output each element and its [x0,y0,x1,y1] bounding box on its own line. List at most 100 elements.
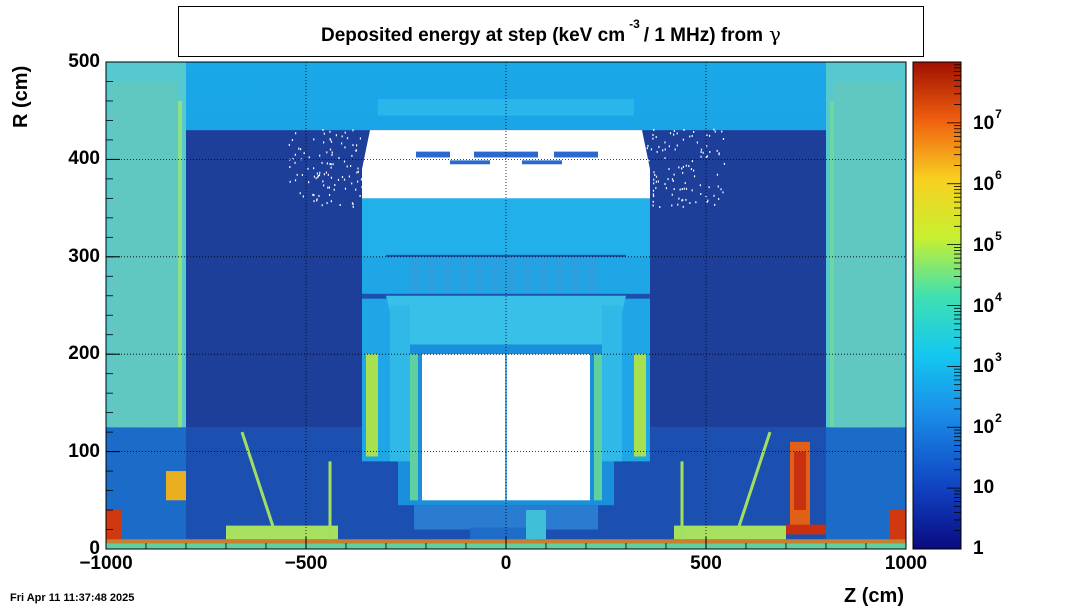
speckle [700,148,703,151]
speckle [330,176,333,179]
hotspot-right-base [786,524,826,535]
speckle [708,134,711,137]
speckle [706,134,708,137]
speckle [659,206,661,209]
speckle [319,171,321,174]
speckle [344,146,346,149]
speckle [671,204,673,207]
speckle [341,142,343,145]
speckle [655,136,657,139]
region-inner-left [390,305,410,462]
speckle [716,149,718,152]
speckle [664,183,666,186]
speckle [355,188,357,191]
speckle [681,167,683,170]
speckle [322,180,324,183]
speckle [318,174,321,177]
speckle [316,199,318,202]
y-tick-label: 400 [68,148,100,170]
speckle [653,178,655,181]
speckle [356,171,358,174]
calo-cell [474,256,486,296]
speckle [681,199,683,202]
calo-cell [538,256,550,296]
speckle [689,135,691,138]
speckle [344,187,347,190]
speckle [316,198,318,201]
speckle [654,174,656,176]
speckle [315,177,317,180]
speckle [292,157,294,160]
speckle [355,149,357,152]
speckle [351,202,354,205]
bar-top-1 [416,151,450,158]
speckle [313,200,315,203]
speckle [332,163,334,166]
x-tick-label: 1000 [884,553,928,574]
speckle [682,205,684,208]
speckle [308,156,310,159]
speckle [688,165,690,168]
speckle [319,154,321,157]
speckle [341,135,343,138]
speckle [691,134,693,137]
speckle [700,155,702,158]
speckle [648,175,651,178]
speckle [352,144,354,147]
speckle [299,148,302,151]
speckle [295,132,297,135]
title-particle: γ [769,22,781,46]
speckle [652,195,655,198]
plot-frame [105,61,907,550]
speckle [313,138,315,141]
speckle [646,171,648,173]
speckle [323,141,325,144]
speckle [671,178,674,181]
speckle [365,168,368,171]
speckle [349,165,352,167]
speckle [655,180,657,183]
speckle [705,156,707,159]
speckle [289,180,291,183]
x-axis-title: Z (cm) [844,585,904,607]
hotspot-left-corner [106,510,122,540]
speckle [655,187,657,190]
speckle [313,194,315,197]
speckle [357,167,359,170]
calo-cell [570,256,582,296]
speckle [714,203,716,206]
speckle [325,171,328,174]
speckle [331,153,333,156]
speckle [676,132,678,135]
speckle [294,179,297,182]
speckle [652,204,654,207]
speckle [346,137,349,140]
speckle [716,173,719,176]
speckle [330,140,333,143]
speckle [691,189,693,192]
speckle [328,193,331,196]
speckle [327,186,329,189]
speckle [352,129,354,132]
speckle [289,166,291,169]
speckle [346,165,348,168]
y-tick-label: 100 [68,440,100,462]
speckle [683,187,685,190]
x-tick-label: 500 [690,553,722,574]
speckle [658,145,660,148]
speckle [328,186,331,189]
speckle [359,194,361,197]
speckle [652,189,655,192]
speckle [357,170,359,173]
speckle [672,180,674,182]
calo-cell [410,256,422,296]
bar-top-4 [450,160,490,165]
speckle [327,173,329,176]
chart-title-box: Deposited energy at step (keV cm-3/ 1 MH… [178,6,924,57]
speckle [326,151,328,154]
speckle [307,167,309,170]
speckle [682,199,684,202]
calo-cell [522,256,534,296]
speckle [323,173,325,176]
